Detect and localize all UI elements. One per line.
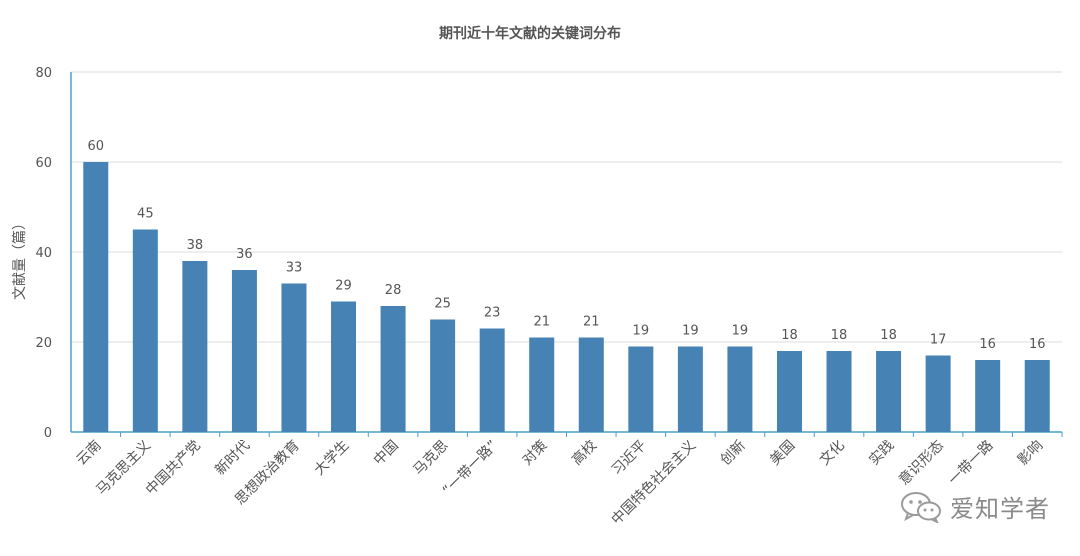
x-tick-label: 习近平	[609, 438, 650, 479]
bar	[1024, 360, 1050, 432]
x-tick-label: 美国	[767, 438, 798, 469]
data-label: 21	[583, 315, 600, 330]
bar	[727, 346, 753, 432]
data-label: 28	[385, 283, 402, 298]
data-label: 23	[484, 306, 501, 321]
bar	[430, 319, 456, 432]
bar	[231, 270, 257, 432]
bar	[380, 306, 406, 432]
y-tick-label: 20	[35, 336, 52, 351]
bar	[925, 355, 951, 432]
data-label: 16	[1029, 337, 1046, 352]
x-tick-label: 文化	[817, 438, 848, 469]
x-tick-label: 中国特色社会主义	[608, 437, 699, 528]
data-label: 19	[682, 324, 699, 339]
data-label: 18	[781, 328, 798, 343]
bar	[975, 360, 1001, 432]
data-label: 18	[831, 328, 848, 343]
wechat-icon	[901, 491, 941, 523]
x-tick-label: 中国共产党	[143, 438, 204, 499]
data-label: 38	[187, 238, 204, 253]
bar	[331, 301, 357, 432]
watermark: 爱知学者	[900, 489, 1050, 524]
x-tick-label: 云南	[73, 438, 104, 469]
y-tick-label: 0	[44, 426, 52, 441]
data-label: 19	[633, 324, 650, 339]
y-tick-label: 60	[35, 156, 52, 171]
data-label: 29	[335, 279, 352, 294]
x-tick-label: 一带一路	[946, 438, 997, 489]
chart-title: 期刊近十年文献的关键词分布	[439, 25, 621, 42]
data-label: 17	[930, 333, 947, 348]
bar	[826, 351, 852, 432]
bar	[83, 162, 109, 432]
x-tick-label: 实践	[866, 438, 897, 469]
x-tick-label: 创新	[718, 438, 749, 469]
bar	[479, 328, 505, 432]
bar	[578, 337, 604, 432]
x-tick-label: 意识形态	[895, 437, 947, 489]
x-tick-label: 大学生	[311, 438, 352, 479]
data-label: 45	[137, 207, 154, 222]
x-tick-label: 对策	[519, 437, 551, 469]
data-label: 19	[732, 324, 749, 339]
data-label: 36	[236, 247, 253, 262]
bar	[281, 283, 307, 432]
bar	[529, 337, 555, 432]
data-label: 18	[880, 328, 897, 343]
x-tick-label: 中国	[371, 438, 402, 469]
bar	[132, 229, 158, 432]
bar	[776, 351, 802, 432]
data-label: 33	[286, 261, 303, 276]
y-tick-label: 40	[35, 246, 52, 261]
data-label: 21	[533, 315, 550, 330]
data-label: 25	[434, 297, 451, 312]
watermark-text: 爱知学者	[950, 495, 1050, 523]
y-axis-title: 文献量（篇）	[12, 216, 28, 300]
x-tick-label: 影响	[1015, 438, 1046, 469]
data-label: 60	[88, 139, 105, 154]
x-tick-label: 马克思	[410, 438, 451, 479]
x-tick-label: 高校	[568, 437, 600, 469]
x-tick-label: 新时代	[212, 438, 253, 479]
data-label: 16	[979, 337, 996, 352]
bar	[677, 346, 703, 432]
bar	[182, 261, 208, 432]
y-tick-label: 80	[35, 66, 52, 81]
bar	[628, 346, 654, 432]
bar	[876, 351, 902, 432]
